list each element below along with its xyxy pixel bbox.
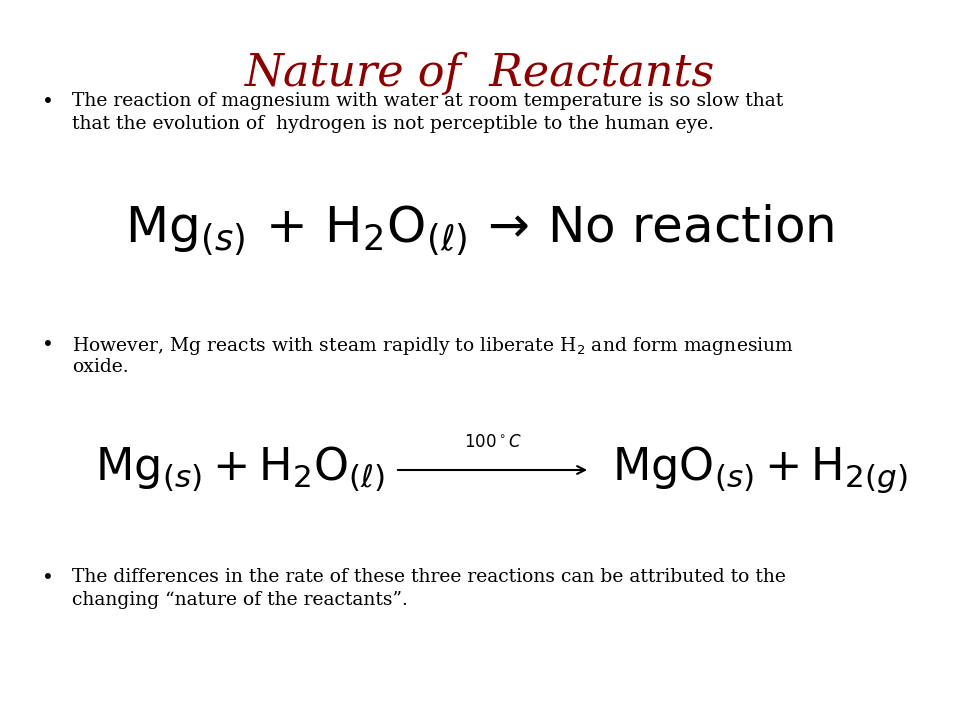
Text: Nature of  Reactants: Nature of Reactants <box>245 52 715 95</box>
Text: that the evolution of  hydrogen is not perceptible to the human eye.: that the evolution of hydrogen is not pe… <box>72 115 714 133</box>
Text: oxide.: oxide. <box>72 358 129 376</box>
Text: However, Mg reacts with steam rapidly to liberate H$_2$ and form magnesium: However, Mg reacts with steam rapidly to… <box>72 335 794 357</box>
Text: $\mathregular{MgO}_{(s)} + \mathregular{H}_{2(g)}$: $\mathregular{MgO}_{(s)} + \mathregular{… <box>612 444 908 495</box>
Text: $100^\circ C$: $100^\circ C$ <box>464 433 521 451</box>
Text: •: • <box>42 568 54 587</box>
Text: $\mathregular{Mg}_{(s)}\/ +\/ \mathregular{H_2O}_{(\ell)}\/ \rightarrow\/ \mathr: $\mathregular{Mg}_{(s)}\/ +\/ \mathregul… <box>126 202 834 258</box>
Text: $\mathregular{Mg}_{(s)} + \mathregular{H_2O}_{(\ell)}$: $\mathregular{Mg}_{(s)} + \mathregular{H… <box>95 446 385 495</box>
Text: •: • <box>42 335 54 354</box>
Text: •: • <box>42 92 54 111</box>
Text: The differences in the rate of these three reactions can be attributed to the: The differences in the rate of these thr… <box>72 568 786 586</box>
Text: changing “nature of the reactants”.: changing “nature of the reactants”. <box>72 591 408 609</box>
Text: The reaction of magnesium with water at room temperature is so slow that: The reaction of magnesium with water at … <box>72 92 783 110</box>
